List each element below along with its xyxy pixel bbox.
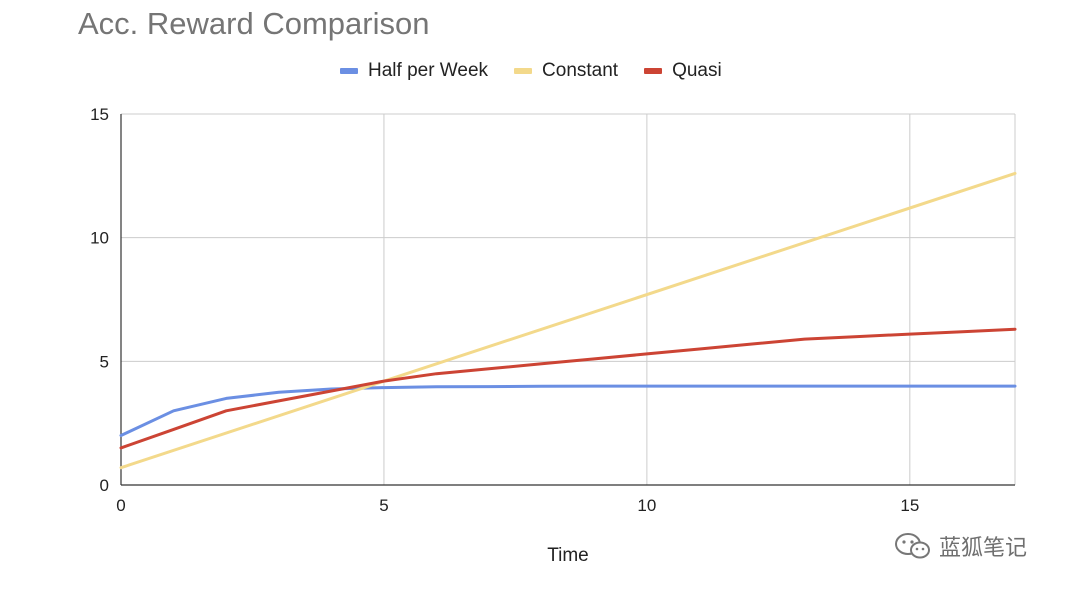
x-tick-label: 5 <box>379 496 388 515</box>
series-line-half-per-week <box>119 384 1017 437</box>
x-tick-label: 10 <box>637 496 656 515</box>
legend-label-quasi: Quasi <box>672 60 722 81</box>
y-tick-label: 15 <box>90 105 109 124</box>
wechat-icon <box>895 533 930 559</box>
legend-label-half-per-week: Half per Week <box>368 60 489 81</box>
series-lines <box>119 171 1017 470</box>
tick-labels: 0 5 10 15 0 5 10 15 <box>90 105 919 515</box>
x-axis-label: Time <box>547 545 589 566</box>
legend-item-constant: Constant <box>514 60 618 82</box>
watermark: 蓝狐笔记 <box>893 530 1027 562</box>
watermark-text: 蓝狐笔记 <box>939 536 1028 561</box>
x-tick-label: 15 <box>900 496 919 515</box>
x-tick-label: 0 <box>116 496 125 515</box>
y-tick-label: 0 <box>100 476 109 495</box>
legend-item-half-per-week: Half per Week <box>340 60 488 82</box>
legend: Half per Week Constant Quasi <box>340 60 748 82</box>
grid-lines <box>121 113 1016 485</box>
legend-item-quasi: Quasi <box>644 60 722 82</box>
y-tick-label: 10 <box>90 229 109 248</box>
y-tick-label: 5 <box>100 352 109 371</box>
legend-swatch-half-per-week <box>340 68 358 74</box>
legend-swatch-constant <box>514 68 533 74</box>
series-line-quasi <box>119 327 1017 450</box>
legend-label-constant: Constant <box>542 60 619 81</box>
chart-title: Acc. Reward Comparison <box>78 6 430 41</box>
legend-swatch-quasi <box>644 68 663 74</box>
series-line-constant <box>119 171 1017 470</box>
axes <box>120 114 1015 486</box>
